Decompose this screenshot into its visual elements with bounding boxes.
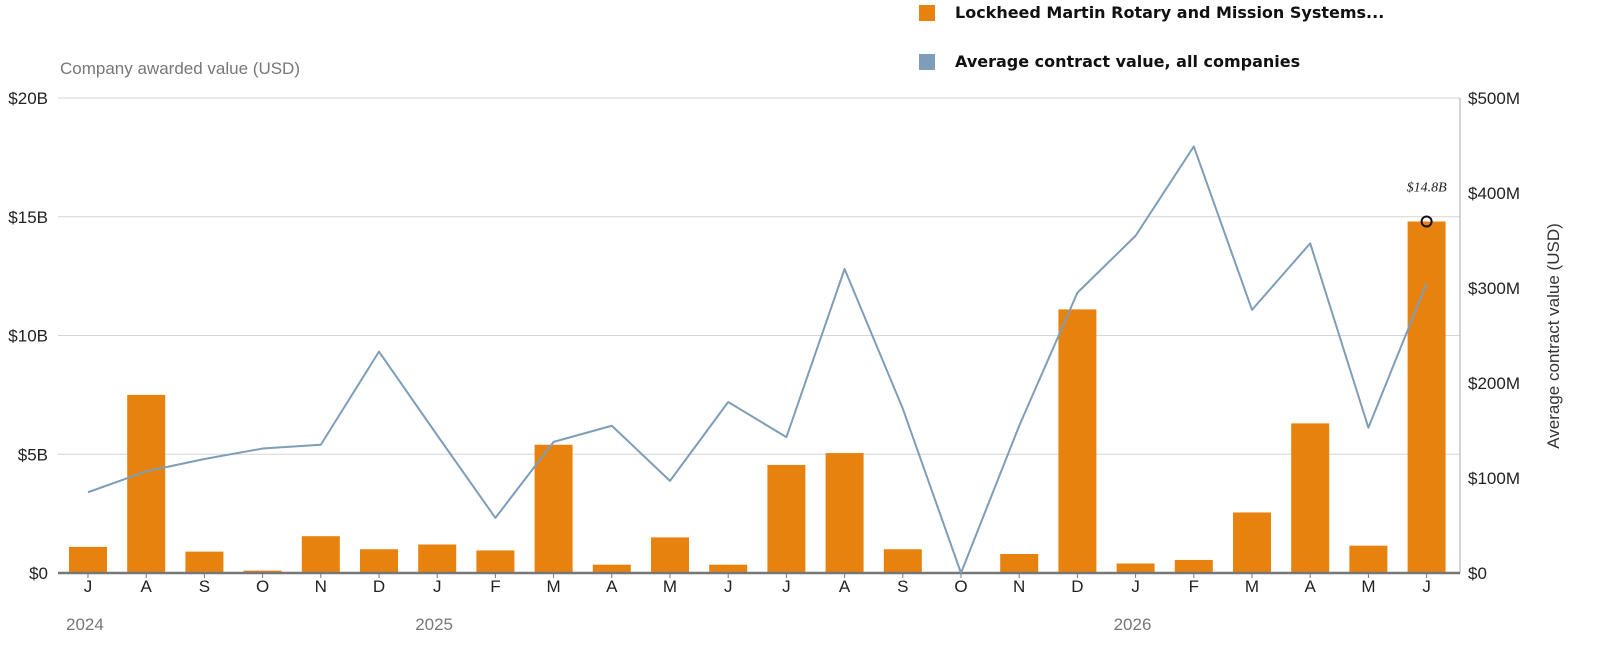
y-left-tick-label: $5B: [18, 445, 48, 464]
bar: [709, 564, 748, 573]
y-right-tick-label: $0: [1468, 564, 1487, 583]
x-tick-label: N: [315, 577, 327, 596]
x-tick-label: J: [1422, 577, 1431, 596]
x-tick-label: F: [490, 577, 500, 596]
x-tick-label: S: [199, 577, 210, 596]
legend-swatch: [919, 5, 935, 21]
x-tick-label: M: [1361, 577, 1375, 596]
x-tick-label: F: [1189, 577, 1199, 596]
legend-swatch: [919, 54, 935, 70]
x-year-label: 2026: [1114, 615, 1152, 634]
bar: [418, 544, 457, 573]
legend-label: Lockheed Martin Rotary and Mission Syste…: [955, 3, 1384, 22]
x-year-label: 2024: [66, 615, 104, 634]
y-right-tick-label: $500M: [1468, 89, 1520, 108]
y-right-tick-label: $100M: [1468, 469, 1520, 488]
y-right-tick-label: $200M: [1468, 374, 1520, 393]
bar: [651, 537, 689, 573]
bar: [1233, 512, 1271, 573]
x-tick-label: J: [724, 577, 733, 596]
bar: [1349, 545, 1388, 573]
x-tick-label: D: [1071, 577, 1083, 596]
annotation-marker: [1420, 215, 1433, 228]
x-tick-label: D: [373, 577, 385, 596]
bar: [825, 453, 864, 573]
bar: [1174, 559, 1213, 573]
y-left-tick-label: $0: [29, 564, 48, 583]
legend-label: Average contract value, all companies: [955, 52, 1300, 71]
y-right-axis-title: Average contract value (USD): [1544, 223, 1563, 449]
y-left-tick-label: $15B: [8, 208, 48, 227]
bar: [360, 549, 398, 573]
bar: [301, 536, 340, 573]
bar: [1291, 423, 1330, 573]
bar: [1058, 309, 1097, 573]
x-tick-label: S: [897, 577, 908, 596]
x-tick-label: J: [1131, 577, 1140, 596]
y-right-tick-label: $400M: [1468, 184, 1520, 203]
x-tick-label: M: [663, 577, 677, 596]
bar: [69, 546, 107, 573]
bar: [592, 564, 631, 573]
x-tick-label: J: [84, 577, 93, 596]
bar: [1407, 221, 1446, 573]
x-tick-label: O: [954, 577, 967, 596]
x-tick-label: N: [1013, 577, 1025, 596]
y-left-axis-title: Company awarded value (USD): [60, 59, 300, 78]
x-tick-label: A: [606, 577, 618, 596]
y-left-tick-label: $20B: [8, 89, 48, 108]
bar: [767, 464, 806, 573]
x-tick-label: A: [1305, 577, 1317, 596]
x-tick-label: M: [1245, 577, 1259, 596]
x-tick-label: A: [141, 577, 153, 596]
y-left-tick-label: $10B: [8, 327, 48, 346]
average-value-line: [87, 145, 1428, 574]
bar: [883, 549, 922, 573]
bar: [534, 444, 573, 573]
bar: [1116, 563, 1155, 573]
x-tick-label: J: [433, 577, 442, 596]
bar: [185, 551, 224, 573]
annotation-label: $14.8B: [1407, 181, 1448, 196]
x-tick-label: A: [839, 577, 851, 596]
bar: [1000, 554, 1039, 573]
y-right-tick-label: $300M: [1468, 279, 1520, 298]
bar: [476, 550, 515, 573]
x-tick-label: M: [547, 577, 561, 596]
x-tick-label: J: [782, 577, 791, 596]
x-tick-label: O: [256, 577, 269, 596]
bar: [127, 394, 166, 573]
x-year-label: 2025: [415, 615, 453, 634]
